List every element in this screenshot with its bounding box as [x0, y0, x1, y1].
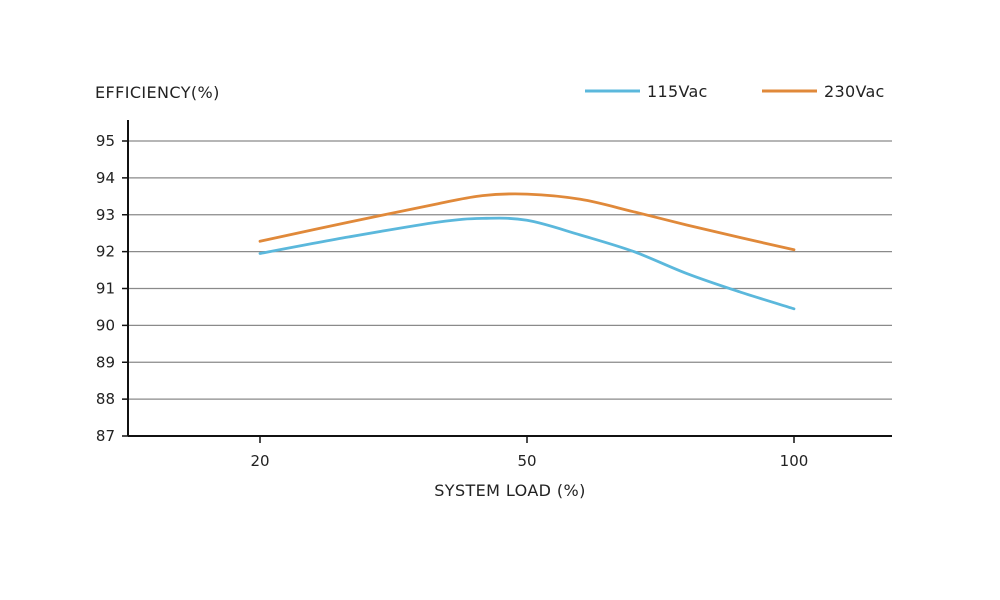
y-tick-label: 92	[96, 243, 115, 261]
y-tick-label: 87	[96, 427, 115, 445]
axes: 87 88 89 90 91 92 93 94 95 20 50 100	[96, 120, 892, 470]
series-lines	[258, 192, 796, 311]
series-line-115vac	[258, 216, 796, 311]
legend-label-115vac: 115Vac	[647, 82, 708, 101]
y-tick-label: 93	[96, 206, 115, 224]
x-tick-label: 50	[517, 452, 536, 470]
x-tick-label: 20	[250, 452, 269, 470]
x-tick-label: 100	[780, 452, 809, 470]
y-tick-label: 94	[96, 169, 115, 187]
grid-lines	[128, 140, 892, 400]
y-tick-label: 91	[96, 280, 115, 298]
legend: 115Vac 230Vac	[585, 82, 885, 101]
y-tick-label: 90	[96, 316, 115, 334]
legend-label-230vac: 230Vac	[824, 82, 885, 101]
y-tick-label: 89	[96, 353, 115, 371]
y-axis-title: EFFICIENCY(%)	[95, 83, 220, 102]
x-axis-title: SYSTEM LOAD (%)	[434, 481, 586, 500]
y-tick-label: 88	[96, 390, 115, 408]
y-tick-label: 95	[96, 132, 115, 150]
series-line-230vac	[258, 192, 796, 252]
